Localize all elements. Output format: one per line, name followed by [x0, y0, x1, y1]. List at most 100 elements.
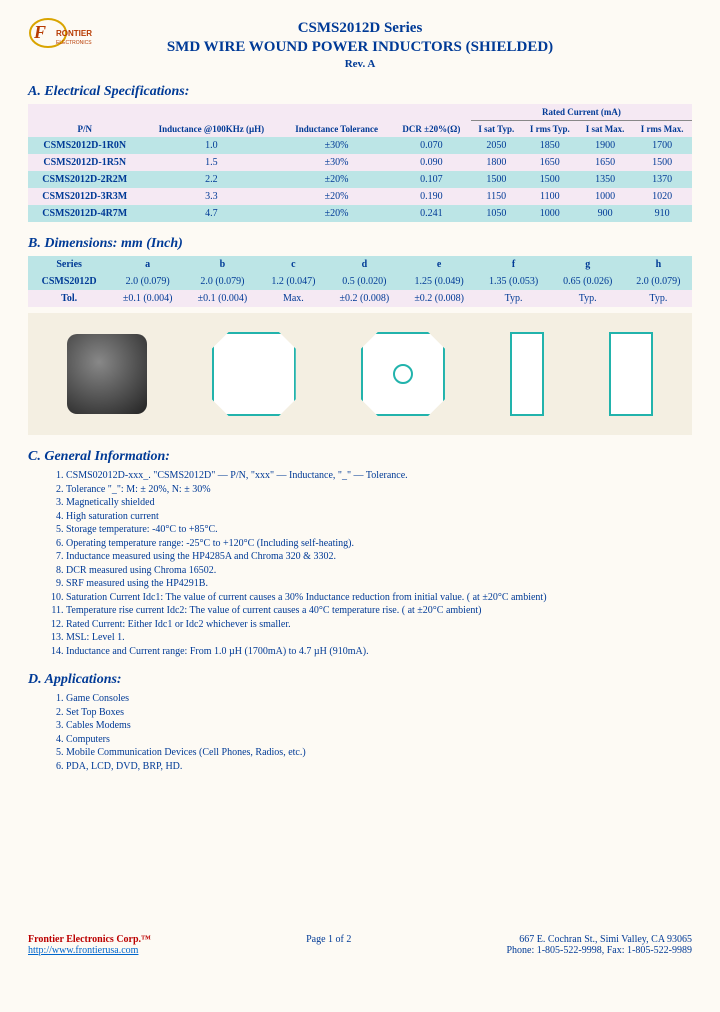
list-item: Set Top Boxes	[66, 706, 692, 720]
col-pn: P/N	[28, 104, 142, 137]
cell: 1.5	[142, 154, 282, 171]
list-item: SRF measured using the HP4291B.	[66, 577, 692, 591]
list-item: Inductance measured using the HP4285A an…	[66, 550, 692, 564]
cell: 2.0 (0.079)	[185, 273, 260, 290]
col-ind: Inductance @100KHz (µH)	[142, 104, 282, 137]
cell: 1370	[632, 171, 692, 188]
pattern-drawing	[609, 332, 653, 416]
cell: ±20%	[281, 188, 392, 205]
cell: 2.0 (0.079)	[625, 273, 692, 290]
cell: 1000	[522, 205, 578, 222]
list-item: Cables Modems	[66, 719, 692, 733]
cell: 1.35 (0.053)	[477, 273, 551, 290]
dims-table: Seriesabcdefgh CSMS2012D2.0 (0.079)2.0 (…	[28, 256, 692, 307]
col-isatm: I sat Max.	[578, 121, 633, 138]
cell: CSMS2012D-4R7M	[28, 205, 142, 222]
cell: 4.7	[142, 205, 282, 222]
section-title: A. Electrical Specifications:	[28, 84, 692, 100]
dimensions-section: B. Dimensions: mm (Inch) Seriesabcdefgh …	[28, 236, 692, 435]
col-irmst: I rms Typ.	[522, 121, 578, 138]
cell: 1650	[522, 154, 578, 171]
dimension-figures	[28, 313, 692, 435]
cell: 1350	[578, 171, 633, 188]
cell: 1500	[632, 154, 692, 171]
list-item: CSMS02012D-xxx_. "CSMS2012D" — P/N, "xxx…	[66, 469, 692, 483]
top-view-drawing	[212, 332, 296, 416]
company-url[interactable]: http://www.frontierusa.com	[28, 945, 151, 956]
list-item: DCR measured using Chroma 16502.	[66, 564, 692, 578]
col-header: f	[477, 256, 551, 273]
col-tol: Inductance Tolerance	[281, 104, 392, 137]
col-header: a	[110, 256, 185, 273]
cell: ±30%	[281, 154, 392, 171]
cell: 3.3	[142, 188, 282, 205]
cell: 1850	[522, 137, 578, 154]
cell: 1050	[471, 205, 522, 222]
cell: 2050	[471, 137, 522, 154]
company-address: 667 E. Cochran St., Simi Valley, CA 9306…	[506, 934, 692, 945]
company-name: Frontier Electronics Corp.™	[28, 934, 151, 945]
cell: 1700	[632, 137, 692, 154]
cell: 0.65 (0.026)	[551, 273, 625, 290]
cell: 0.241	[392, 205, 471, 222]
list-item: Inductance and Current range: From 1.0 µ…	[66, 645, 692, 659]
cell: 1500	[522, 171, 578, 188]
cell: 910	[632, 205, 692, 222]
col-irmsm: I rms Max.	[632, 121, 692, 138]
cell: 1100	[522, 188, 578, 205]
cell: Tol.	[28, 290, 110, 307]
info-list: CSMS02012D-xxx_. "CSMS2012D" — P/N, "xxx…	[28, 469, 692, 658]
table-row: CSMS2012D-4R7M4.7±20%0.24110501000900910	[28, 205, 692, 222]
company-logo: F RONTIER ELECTRONICS	[28, 16, 128, 55]
cell: 0.5 (0.020)	[327, 273, 402, 290]
col-isatt: I sat Typ.	[471, 121, 522, 138]
list-item: PDA, LCD, DVD, BRP, HD.	[66, 760, 692, 774]
table-row: CSMS2012D-3R3M3.3±20%0.19011501100100010…	[28, 188, 692, 205]
cell: Typ.	[477, 290, 551, 307]
svg-text:RONTIER: RONTIER	[56, 29, 92, 38]
section-title: B. Dimensions: mm (Inch)	[28, 236, 692, 252]
cell: 1.2 (0.047)	[260, 273, 327, 290]
cell: ±0.1 (0.004)	[110, 290, 185, 307]
col-header: e	[402, 256, 477, 273]
page-number: Page 1 of 2	[306, 934, 351, 956]
cell: ±0.2 (0.008)	[327, 290, 402, 307]
cell: CSMS2012D-3R3M	[28, 188, 142, 205]
col-header: h	[625, 256, 692, 273]
cell: 1150	[471, 188, 522, 205]
cell: 1500	[471, 171, 522, 188]
cell: Max.	[260, 290, 327, 307]
col-header: c	[260, 256, 327, 273]
cell: CSMS2012D	[28, 273, 110, 290]
list-item: Storage temperature: -40°C to +85°C.	[66, 523, 692, 537]
list-item: High saturation current	[66, 510, 692, 524]
bottom-view-drawing	[361, 332, 445, 416]
table-row: CSMS2012D-1R0N1.0±30%0.07020501850190017…	[28, 137, 692, 154]
page-footer: Frontier Electronics Corp.™ http://www.f…	[28, 934, 692, 956]
cell: Typ.	[625, 290, 692, 307]
svg-text:F: F	[33, 22, 46, 42]
cell: 0.090	[392, 154, 471, 171]
cell: 2.0 (0.079)	[110, 273, 185, 290]
col-dcr: DCR ±20%(Ω)	[392, 104, 471, 137]
svg-text:ELECTRONICS: ELECTRONICS	[56, 40, 92, 46]
specs-table: P/N Inductance @100KHz (µH) Inductance T…	[28, 104, 692, 222]
revision: Rev. A	[28, 58, 692, 70]
cell: 0.107	[392, 171, 471, 188]
list-item: Temperature rise current Idc2: The value…	[66, 604, 692, 618]
cell: 0.070	[392, 137, 471, 154]
cell: 1650	[578, 154, 633, 171]
cell: CSMS2012D-1R5N	[28, 154, 142, 171]
list-item: Game Consoles	[66, 692, 692, 706]
cell: 900	[578, 205, 633, 222]
cell: Typ.	[551, 290, 625, 307]
cell: 1020	[632, 188, 692, 205]
list-item: Computers	[66, 733, 692, 747]
cell: 2.2	[142, 171, 282, 188]
section-title: D. Applications:	[28, 672, 692, 688]
cell: 1000	[578, 188, 633, 205]
product-photo	[67, 334, 147, 414]
datasheet-page: FRONTIERELECTRONICS CSMS2012D Series SMD…	[0, 0, 720, 968]
apps-list: Game ConsolesSet Top BoxesCables ModemsC…	[28, 692, 692, 773]
list-item: Magnetically shielded	[66, 496, 692, 510]
